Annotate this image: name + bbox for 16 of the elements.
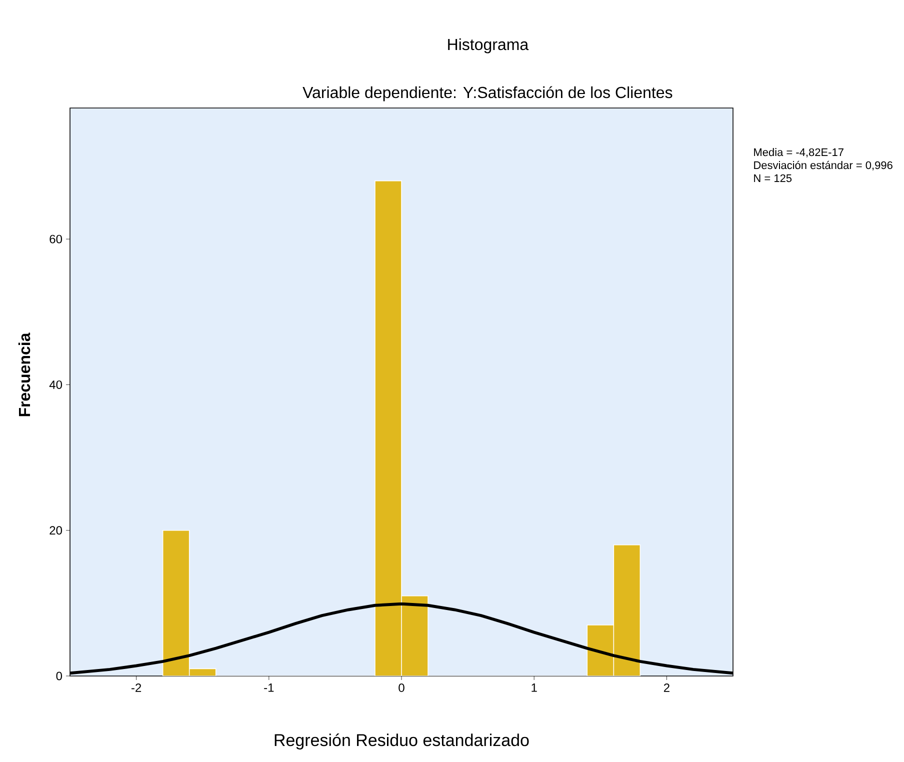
y-tick-label: 0 [56, 672, 62, 680]
text: Media = -4,82E-17 [754, 148, 844, 158]
y-axis-title: Frecuencia [18, 332, 30, 416]
x-tick-label: 2 [664, 684, 670, 692]
chart-subtitle: Variable dependiente: Y:Satisfacción de los Clientes [302, 86, 672, 102]
y-tick-label: 40 [49, 380, 62, 389]
x-tick-label: -1 [264, 684, 274, 692]
text: Desviación estándar = 0,996 [754, 160, 892, 170]
x-tick-label: -2 [132, 684, 142, 692]
chart-title: Histograma [448, 38, 529, 54]
text: N = 125 [754, 174, 792, 182]
y-tick-label: 60 [50, 234, 62, 244]
x-axis-title: Regresión Residuo estandarizado [274, 733, 529, 750]
y-tick-label: 20 [50, 526, 62, 535]
x-tick-label: 0 [398, 684, 404, 692]
x-tick-label: 1 [532, 684, 537, 692]
